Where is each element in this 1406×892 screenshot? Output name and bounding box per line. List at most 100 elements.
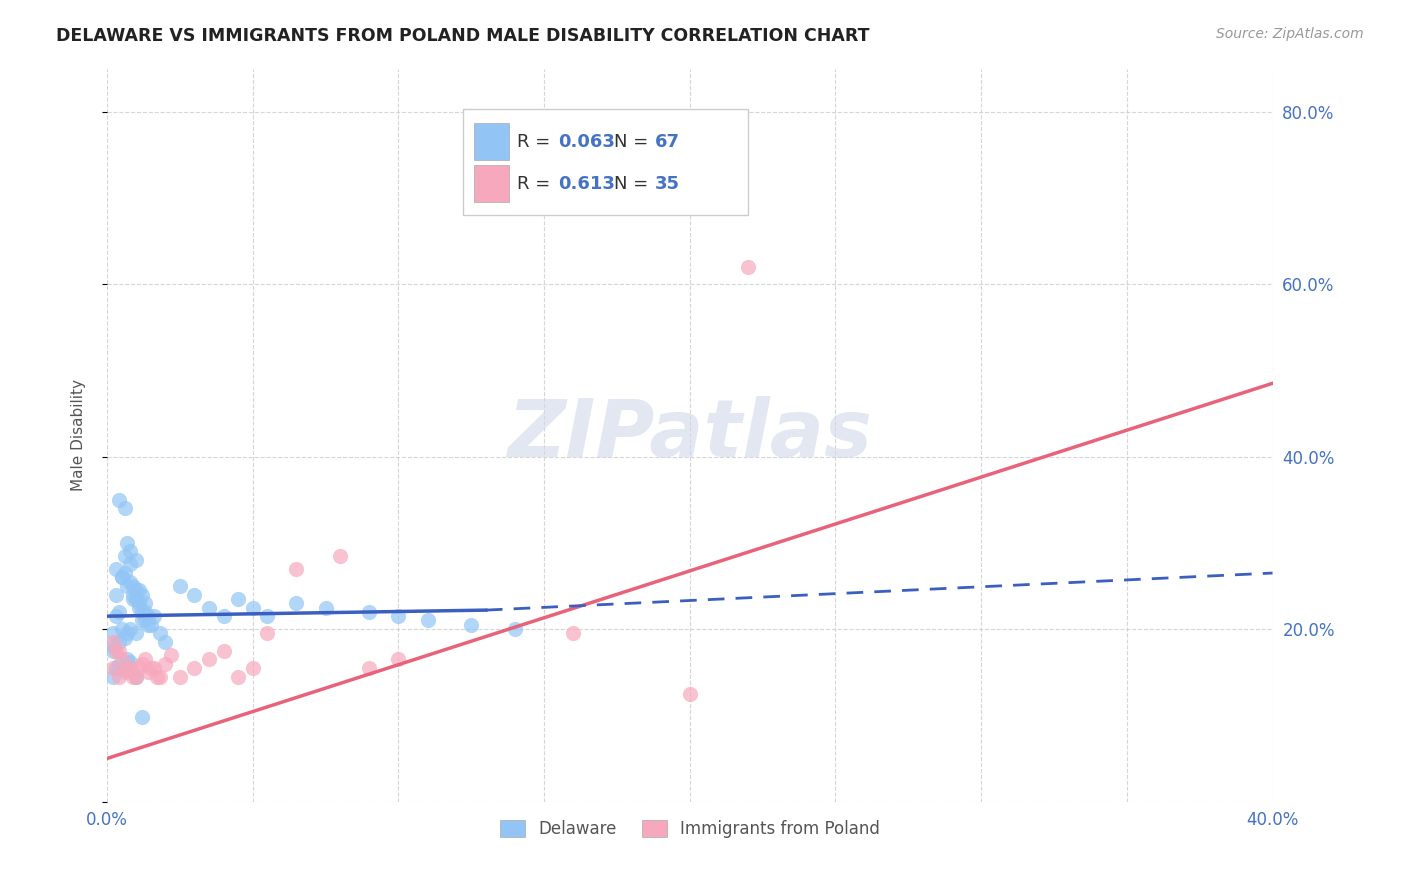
Point xyxy=(212,643,235,657)
Point xyxy=(183,661,205,675)
Point xyxy=(134,614,156,628)
Point xyxy=(104,643,127,657)
Point xyxy=(125,669,148,683)
Point xyxy=(111,622,134,636)
Text: R =: R = xyxy=(517,175,562,193)
Point xyxy=(101,661,124,675)
Point xyxy=(226,591,249,606)
Point xyxy=(101,669,124,683)
Text: 35: 35 xyxy=(655,175,681,193)
Point xyxy=(111,652,134,666)
Point xyxy=(125,669,148,683)
Point xyxy=(562,626,585,640)
Point xyxy=(107,669,129,683)
Text: R =: R = xyxy=(517,133,557,151)
Point xyxy=(120,655,142,669)
Point xyxy=(101,635,124,649)
Point xyxy=(242,600,264,615)
Point xyxy=(285,562,308,576)
Point xyxy=(125,626,148,640)
Point xyxy=(128,661,150,675)
Point xyxy=(169,669,191,683)
Y-axis label: Male Disability: Male Disability xyxy=(72,379,86,491)
Point xyxy=(111,570,134,584)
Text: N =: N = xyxy=(614,133,654,151)
Point xyxy=(198,600,221,615)
Point xyxy=(120,661,142,675)
Point xyxy=(114,664,136,678)
Point xyxy=(120,544,142,558)
Point xyxy=(101,640,124,654)
Point xyxy=(104,609,127,624)
Point xyxy=(134,605,156,619)
Point xyxy=(139,661,162,675)
Point xyxy=(122,588,145,602)
Point xyxy=(107,605,129,619)
Point xyxy=(503,622,526,636)
Point xyxy=(107,643,129,657)
Point xyxy=(122,669,145,683)
Point xyxy=(125,591,148,606)
Point xyxy=(460,617,482,632)
Point xyxy=(131,588,153,602)
Point xyxy=(160,648,183,662)
Point xyxy=(114,631,136,645)
Point xyxy=(107,635,129,649)
Point xyxy=(117,652,139,666)
Point xyxy=(285,596,308,610)
Point xyxy=(134,652,156,666)
Point xyxy=(101,643,124,657)
Point xyxy=(145,669,167,683)
Point xyxy=(198,652,221,666)
Point xyxy=(131,657,153,671)
Point xyxy=(148,626,170,640)
Text: 67: 67 xyxy=(655,133,681,151)
Point xyxy=(101,626,124,640)
Point xyxy=(120,574,142,589)
Point xyxy=(416,614,439,628)
Point xyxy=(315,600,337,615)
Point xyxy=(128,600,150,615)
Point xyxy=(104,588,127,602)
Point xyxy=(131,605,153,619)
Point xyxy=(120,558,142,572)
Point xyxy=(114,549,136,563)
Point xyxy=(212,609,235,624)
Point xyxy=(114,501,136,516)
Point xyxy=(242,661,264,675)
Point xyxy=(256,626,278,640)
Point xyxy=(387,609,409,624)
Point xyxy=(136,665,159,680)
Text: 0.063: 0.063 xyxy=(558,133,614,151)
Point xyxy=(117,536,139,550)
Point xyxy=(679,687,702,701)
Point xyxy=(737,260,759,274)
Point xyxy=(329,549,352,563)
Point xyxy=(107,492,129,507)
Text: DELAWARE VS IMMIGRANTS FROM POLAND MALE DISABILITY CORRELATION CHART: DELAWARE VS IMMIGRANTS FROM POLAND MALE … xyxy=(56,27,870,45)
Point xyxy=(111,570,134,584)
Point xyxy=(120,622,142,636)
Point xyxy=(155,657,177,671)
Point xyxy=(131,614,153,628)
Point xyxy=(359,661,381,675)
Text: 0.613: 0.613 xyxy=(558,175,614,193)
Point xyxy=(256,609,278,624)
Text: ZIPatlas: ZIPatlas xyxy=(508,396,872,474)
Bar xyxy=(474,165,509,202)
Point xyxy=(155,635,177,649)
Point xyxy=(128,583,150,598)
Text: Source: ZipAtlas.com: Source: ZipAtlas.com xyxy=(1216,27,1364,41)
Point xyxy=(114,665,136,680)
Point xyxy=(387,652,409,666)
Legend: Delaware, Immigrants from Poland: Delaware, Immigrants from Poland xyxy=(494,813,886,845)
Point xyxy=(136,617,159,632)
Point xyxy=(136,609,159,624)
Point xyxy=(134,596,156,610)
Point xyxy=(122,579,145,593)
Bar xyxy=(474,123,509,161)
Point xyxy=(117,626,139,640)
Point xyxy=(117,661,139,675)
Text: N =: N = xyxy=(614,175,654,193)
Point xyxy=(169,579,191,593)
